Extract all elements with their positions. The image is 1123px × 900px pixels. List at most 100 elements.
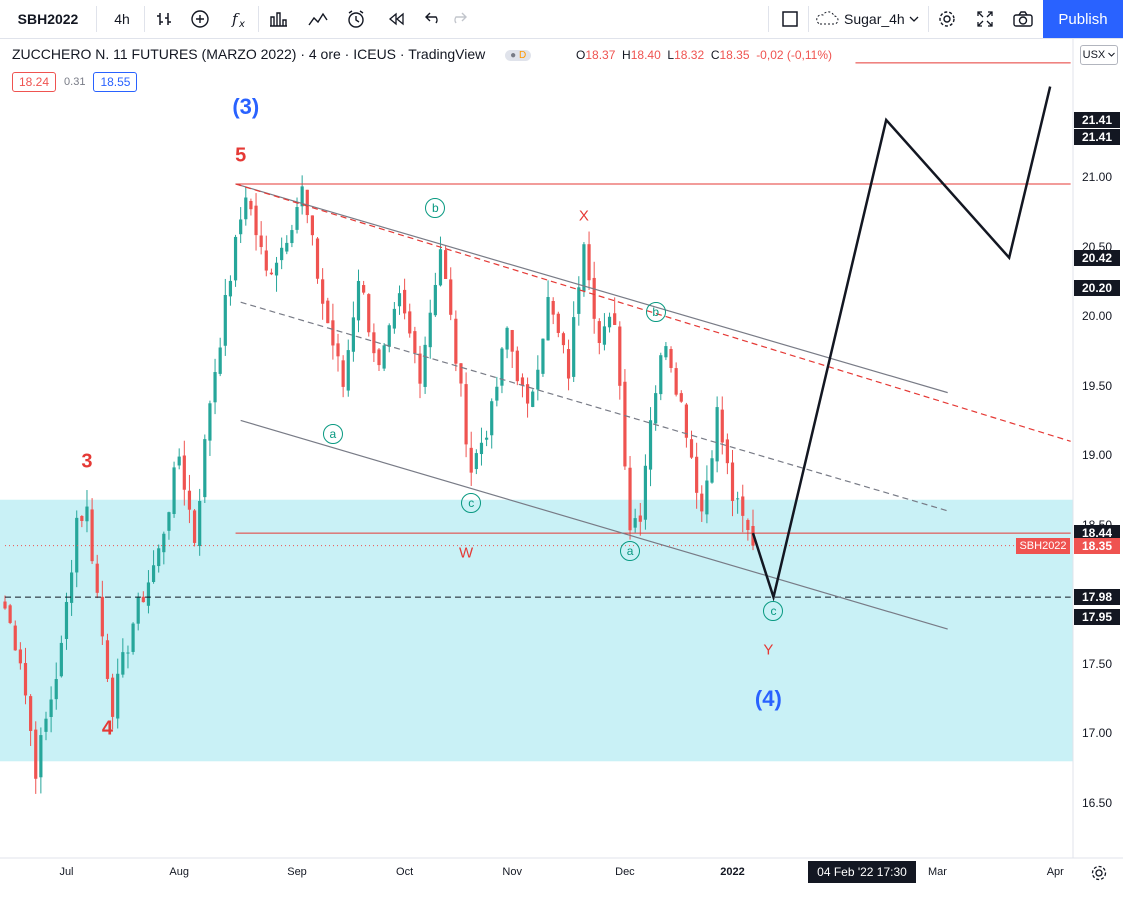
candle-body — [23, 663, 28, 696]
candle-body — [105, 640, 110, 679]
candle-body — [203, 439, 207, 498]
candle-body — [218, 347, 222, 374]
bar-style-icon[interactable] — [148, 0, 180, 38]
candle-body — [572, 317, 576, 377]
candle-body — [566, 349, 571, 379]
wave-label[interactable]: (4) — [754, 685, 782, 711]
gear-icon[interactable] — [932, 0, 962, 38]
fullscreen-icon[interactable] — [970, 0, 1000, 38]
candle-body — [151, 565, 156, 582]
fullscreen-square-icon[interactable] — [774, 0, 806, 38]
undo-icon[interactable] — [416, 0, 448, 38]
wave-label[interactable]: 3 — [81, 450, 93, 473]
candle-body — [213, 372, 217, 403]
price-tick-label: 16.50 — [1082, 796, 1113, 810]
replay-icon[interactable] — [380, 0, 412, 38]
candle-body — [80, 516, 84, 521]
wave-circle-label[interactable]: b — [645, 301, 666, 322]
candle-body — [254, 205, 258, 236]
candle-body — [474, 453, 478, 470]
time-tick-label: Jul — [59, 866, 74, 878]
candle-body — [464, 384, 468, 445]
wave-label[interactable]: 4 — [101, 717, 114, 740]
ask-price-box[interactable]: 18.55 — [93, 72, 138, 92]
candle-body — [259, 235, 263, 248]
candle-body — [592, 277, 596, 319]
wave-circle-label[interactable]: b — [425, 197, 446, 218]
price-tag: 17.95 — [1074, 609, 1120, 626]
symbol-search-button[interactable]: SBH2022 — [17, 11, 79, 27]
candle-body — [418, 353, 422, 384]
compare-plus-icon[interactable] — [184, 0, 216, 38]
redo-icon[interactable] — [446, 0, 474, 38]
candle-body — [648, 420, 653, 470]
wave-label[interactable]: (3) — [232, 94, 260, 120]
time-tick-label: Apr — [1046, 866, 1064, 878]
time-tick-label: Dec — [615, 866, 635, 878]
candle-body — [520, 377, 525, 386]
time-tick-label: Nov — [502, 866, 522, 878]
candle-body — [300, 186, 304, 207]
price-tick-label: 20.00 — [1082, 309, 1113, 324]
currency-select[interactable]: USX — [1080, 45, 1118, 65]
price-tag: 20.20 — [1074, 280, 1120, 297]
ohlc-readout: O18.37 H18.40 L18.32 C18.35 -0,02 (-0,11… — [576, 48, 832, 62]
candle-body — [157, 548, 161, 567]
price-tag: 18.44 — [1074, 525, 1120, 542]
candle-body — [679, 393, 683, 402]
wave-circle-label[interactable]: c — [461, 492, 482, 513]
price-tag: 20.42 — [1074, 249, 1120, 266]
layout-menu-button[interactable]: Sugar_4h — [814, 0, 924, 38]
candle-body — [75, 517, 79, 573]
symbol-price-label: SBH2022 — [1016, 537, 1070, 554]
wave-circle-label[interactable]: c — [763, 601, 784, 622]
publish-button[interactable]: Publish — [1043, 0, 1123, 38]
candle-body — [669, 349, 673, 368]
candle-body — [116, 673, 120, 719]
candle-body — [244, 197, 248, 220]
alert-clock-icon[interactable] — [340, 0, 372, 38]
interval-button[interactable]: 4h — [114, 11, 130, 27]
candle-body — [285, 242, 289, 252]
candle-body — [274, 262, 279, 276]
candle-body — [110, 677, 115, 717]
candle-body — [582, 244, 586, 292]
symbol-title: ZUCCHERO N. 11 FUTURES (MARZO 2022) · 4 … — [12, 46, 486, 62]
wave-label[interactable]: Y — [763, 641, 774, 659]
candle-body — [459, 363, 463, 384]
candle-body — [315, 238, 320, 279]
candle-body — [403, 289, 407, 314]
channel-line — [235, 183, 1071, 442]
bid-ask-boxes: 18.24 0.31 18.55 — [12, 72, 138, 92]
candle-body — [54, 679, 58, 700]
candle-body — [269, 272, 274, 275]
wave-label[interactable]: W — [459, 544, 474, 562]
candle-body — [700, 493, 704, 512]
candle-body — [372, 332, 376, 354]
wave-label[interactable]: X — [578, 207, 589, 225]
candle-body — [233, 236, 238, 281]
bid-price-box[interactable]: 18.24 — [12, 72, 57, 92]
axis-settings-icon[interactable] — [1090, 864, 1108, 887]
candle-body — [341, 360, 345, 387]
svg-text:x: x — [238, 19, 245, 29]
wave-circle-label[interactable]: a — [322, 424, 343, 445]
candle-body — [136, 596, 140, 624]
candle-body — [290, 230, 294, 244]
eye-badge[interactable]: ● D — [505, 49, 532, 61]
candle-body — [8, 605, 12, 623]
wave-circle-label[interactable]: a — [620, 541, 641, 562]
candle-body — [187, 490, 192, 510]
candle-body — [382, 345, 386, 369]
candle-body — [367, 294, 371, 333]
templates-icon[interactable] — [262, 0, 294, 38]
alert-chart-icon[interactable] — [302, 0, 334, 38]
camera-icon[interactable] — [1008, 0, 1038, 38]
candle-body — [177, 456, 181, 466]
candle-body — [705, 480, 709, 515]
candle-body — [264, 250, 268, 271]
candle-body — [428, 312, 432, 348]
wave-label[interactable]: 5 — [235, 144, 247, 167]
